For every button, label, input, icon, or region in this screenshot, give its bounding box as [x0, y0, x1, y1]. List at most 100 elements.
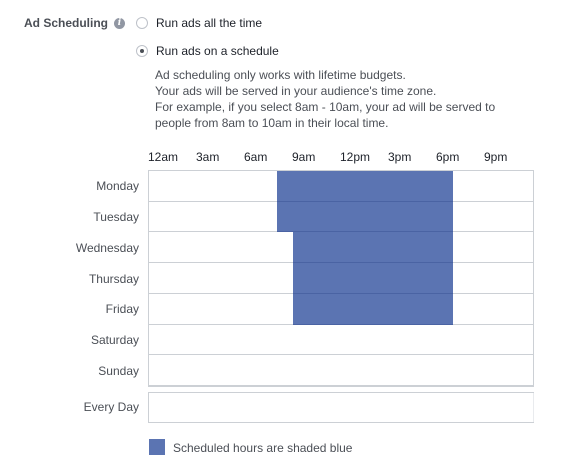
schedule-cell[interactable]	[453, 263, 470, 294]
schedule-cell[interactable]	[453, 324, 470, 356]
schedule-cell[interactable]	[261, 201, 278, 233]
schedule-cell[interactable]	[261, 324, 278, 356]
schedule-cell[interactable]	[181, 201, 198, 233]
option-label-run-on-schedule[interactable]: Run ads on a schedule	[156, 44, 279, 58]
every-day-cell[interactable]	[293, 393, 310, 422]
schedule-cell[interactable]	[261, 355, 278, 386]
schedule-cell[interactable]	[277, 232, 294, 264]
schedule-cell[interactable]	[309, 201, 326, 233]
schedule-cell[interactable]	[405, 263, 422, 294]
schedule-cell[interactable]	[213, 263, 230, 294]
schedule-cell[interactable]	[149, 355, 166, 386]
every-day-cell[interactable]	[325, 393, 342, 422]
schedule-cell[interactable]	[421, 263, 438, 294]
every-day-cell[interactable]	[421, 393, 438, 422]
every-day-cell[interactable]	[149, 393, 166, 422]
schedule-cell[interactable]	[293, 324, 310, 356]
schedule-cell[interactable]	[229, 232, 246, 264]
schedule-cell[interactable]	[261, 232, 278, 264]
schedule-cell[interactable]	[245, 324, 262, 356]
schedule-cell[interactable]	[293, 171, 310, 202]
schedule-cell[interactable]	[517, 293, 534, 325]
schedule-cell[interactable]	[293, 232, 310, 264]
schedule-cell[interactable]	[325, 293, 342, 325]
schedule-cell[interactable]	[245, 232, 262, 264]
schedule-cell[interactable]	[437, 232, 454, 264]
schedule-cell[interactable]	[261, 171, 278, 202]
schedule-cell[interactable]	[197, 201, 214, 233]
schedule-cell[interactable]	[373, 324, 390, 356]
schedule-cell[interactable]	[517, 171, 534, 202]
every-day-cell[interactable]	[261, 393, 278, 422]
schedule-cell[interactable]	[341, 171, 358, 202]
schedule-cell[interactable]	[277, 171, 294, 202]
schedule-cell[interactable]	[165, 263, 182, 294]
schedule-cell[interactable]	[325, 355, 342, 386]
schedule-cell[interactable]	[213, 201, 230, 233]
schedule-cell[interactable]	[261, 263, 278, 294]
schedule-cell[interactable]	[357, 232, 374, 264]
schedule-cell[interactable]	[197, 355, 214, 386]
schedule-cell[interactable]	[485, 263, 502, 294]
schedule-cell[interactable]	[341, 201, 358, 233]
schedule-cell[interactable]	[485, 293, 502, 325]
schedule-cell[interactable]	[149, 232, 166, 264]
schedule-cell[interactable]	[405, 171, 422, 202]
every-day-cell[interactable]	[309, 393, 326, 422]
schedule-cell[interactable]	[421, 171, 438, 202]
every-day-cell[interactable]	[229, 393, 246, 422]
schedule-cell[interactable]	[341, 324, 358, 356]
schedule-cell[interactable]	[437, 201, 454, 233]
schedule-cell[interactable]	[453, 171, 470, 202]
schedule-cell[interactable]	[517, 201, 534, 233]
schedule-cell[interactable]	[325, 201, 342, 233]
schedule-cell[interactable]	[309, 355, 326, 386]
schedule-cell[interactable]	[245, 293, 262, 325]
schedule-cell[interactable]	[293, 263, 310, 294]
schedule-cell[interactable]	[357, 355, 374, 386]
schedule-cell[interactable]	[421, 232, 438, 264]
schedule-cell[interactable]	[469, 201, 486, 233]
schedule-cell[interactable]	[405, 293, 422, 325]
schedule-cell[interactable]	[325, 232, 342, 264]
schedule-cell[interactable]	[165, 355, 182, 386]
schedule-cell[interactable]	[341, 293, 358, 325]
schedule-cell[interactable]	[213, 171, 230, 202]
schedule-cell[interactable]	[213, 232, 230, 264]
schedule-cell[interactable]	[373, 171, 390, 202]
schedule-cell[interactable]	[389, 263, 406, 294]
schedule-cell[interactable]	[501, 293, 518, 325]
schedule-cell[interactable]	[421, 324, 438, 356]
schedule-cell[interactable]	[181, 232, 198, 264]
schedule-cell[interactable]	[325, 263, 342, 294]
schedule-cell[interactable]	[501, 201, 518, 233]
radio-run-all-time[interactable]	[136, 17, 148, 29]
option-run-all-time[interactable]: Run ads all the time	[136, 16, 262, 30]
schedule-cell[interactable]	[229, 324, 246, 356]
schedule-cell[interactable]	[261, 293, 278, 325]
schedule-cell[interactable]	[341, 355, 358, 386]
schedule-cell[interactable]	[389, 293, 406, 325]
schedule-cell[interactable]	[229, 355, 246, 386]
schedule-cell[interactable]	[357, 263, 374, 294]
schedule-cell[interactable]	[309, 171, 326, 202]
schedule-cell[interactable]	[421, 293, 438, 325]
schedule-cell[interactable]	[181, 263, 198, 294]
every-day-cell[interactable]	[341, 393, 358, 422]
every-day-row[interactable]	[148, 392, 534, 423]
radio-run-on-schedule[interactable]	[136, 45, 148, 57]
schedule-cell[interactable]	[389, 171, 406, 202]
schedule-cell[interactable]	[213, 293, 230, 325]
schedule-cell[interactable]	[197, 293, 214, 325]
schedule-cell[interactable]	[357, 293, 374, 325]
schedule-cell[interactable]	[469, 171, 486, 202]
schedule-cell[interactable]	[517, 263, 534, 294]
schedule-cell[interactable]	[357, 171, 374, 202]
schedule-cell[interactable]	[405, 355, 422, 386]
option-label-run-all-time[interactable]: Run ads all the time	[156, 16, 263, 30]
schedule-cell[interactable]	[389, 355, 406, 386]
schedule-cell[interactable]	[197, 171, 214, 202]
schedule-cell[interactable]	[341, 263, 358, 294]
schedule-cell[interactable]	[149, 171, 166, 202]
schedule-cell[interactable]	[293, 201, 310, 233]
